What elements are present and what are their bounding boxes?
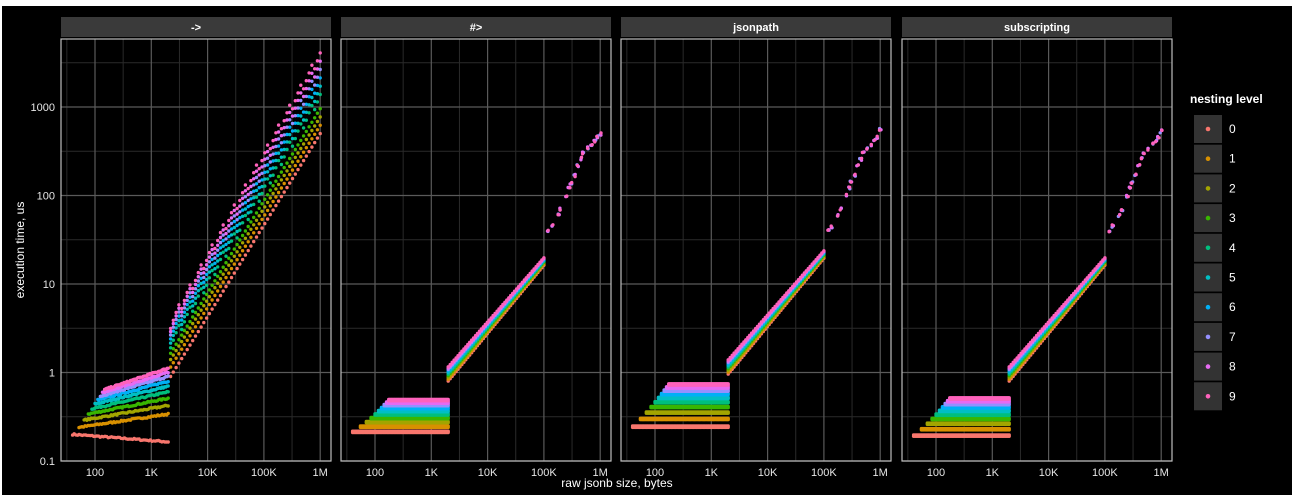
facet-panel: jsonpath 100 1K 10K 100K 1M xyxy=(620,17,892,479)
facet-panel: #> 100 1K 10K 100K 1M xyxy=(340,17,612,479)
legend-label: 0 xyxy=(1229,122,1236,136)
y-tick-label: 10 xyxy=(43,279,55,291)
legend-swatch-icon xyxy=(1205,304,1211,310)
facet-panel: -> 100 1K 10K 100K 1M xyxy=(60,17,332,479)
legend-label: 6 xyxy=(1229,300,1236,314)
legend: nesting level 0 1 2 3 4 5 6 7 8 9 xyxy=(1190,92,1263,411)
legend-swatch-icon xyxy=(1205,215,1211,221)
x-tick-label: 100K xyxy=(811,467,837,479)
x-tick-label: 100K xyxy=(531,467,557,479)
legend-item: 2 xyxy=(1194,174,1236,203)
legend-swatch-icon xyxy=(1205,364,1211,369)
legend-item: 6 xyxy=(1194,293,1236,322)
y-tick-label: 0.1 xyxy=(40,456,55,468)
x-tick-label: 1M xyxy=(873,467,888,479)
x-tick-label: 1M xyxy=(593,467,608,479)
x-tick-label: 1K xyxy=(425,467,439,479)
panel-border xyxy=(340,38,612,462)
legend-label: 5 xyxy=(1229,271,1236,285)
facet-label: subscripting xyxy=(1004,22,1070,34)
legend-swatch-icon xyxy=(1205,275,1211,280)
x-tick-label: 100K xyxy=(251,467,277,479)
y-tick-label: 100 xyxy=(37,191,55,203)
x-tick-label: 10K xyxy=(198,467,218,479)
faceted-scatter-plot: ->100 1K 10K 100K 1M#>100 1K 10K 100K 1Mjsonpath… xyxy=(13,17,1263,490)
legend-label: 7 xyxy=(1229,330,1236,344)
data-points xyxy=(911,128,1164,438)
y-tick-label: 1 xyxy=(49,368,55,380)
legend-item: 7 xyxy=(1194,322,1236,351)
legend-label: 3 xyxy=(1229,211,1236,225)
facet-strip xyxy=(902,17,1172,37)
panel-border xyxy=(60,38,332,462)
legend-swatch-icon xyxy=(1205,334,1211,340)
legend-item: 8 xyxy=(1194,352,1236,381)
legend-item: 9 xyxy=(1194,382,1236,411)
y-tick-label: 1000 xyxy=(31,102,55,114)
legend-item: 5 xyxy=(1194,263,1236,292)
facet-strip xyxy=(621,17,891,37)
facet-label: -> xyxy=(191,22,201,34)
x-axis-title: raw jsonb size, bytes xyxy=(561,476,672,490)
panel-border xyxy=(620,38,892,462)
facet-panel: subscripting 100 1K 10K 100K 1M xyxy=(901,17,1173,479)
legend-label: 1 xyxy=(1229,152,1236,166)
x-tick-label: 1K xyxy=(145,467,159,479)
y-axis-title: execution time, us xyxy=(13,202,27,299)
legend-item: 4 xyxy=(1194,233,1236,262)
legend-item: 0 xyxy=(1194,115,1236,143)
x-tick-label: 1K xyxy=(705,467,719,479)
legend-label: 8 xyxy=(1229,360,1236,374)
legend-swatch-icon xyxy=(1205,186,1211,191)
legend-label: 4 xyxy=(1229,241,1236,255)
x-tick-label: 100 xyxy=(86,467,104,479)
x-tick-label: 100K xyxy=(1092,467,1118,479)
chart-frame: -> 100 1K 10K 100K 1M #> 100 1K 10K 100K 1M jsonpath… xyxy=(2,6,1292,495)
legend-item: 3 xyxy=(1194,204,1236,233)
legend-swatch-icon xyxy=(1205,156,1211,161)
data-points xyxy=(70,51,322,444)
legend-label: 9 xyxy=(1229,389,1236,403)
facet-strip xyxy=(61,17,331,37)
x-tick-label: 100 xyxy=(927,467,945,479)
legend-swatch-icon xyxy=(1205,126,1211,132)
x-tick-label: 10K xyxy=(758,467,778,479)
legend-swatch-icon xyxy=(1205,394,1211,399)
facet-strip xyxy=(341,17,611,37)
x-tick-label: 1K xyxy=(986,467,1000,479)
x-tick-label: 10K xyxy=(1039,467,1059,479)
legend-swatch-icon xyxy=(1205,245,1211,251)
panel-border xyxy=(901,38,1173,462)
x-tick-label: 100 xyxy=(366,467,384,479)
legend-item: 1 xyxy=(1194,144,1236,173)
facet-label: #> xyxy=(470,22,483,34)
x-tick-label: 1M xyxy=(1154,467,1169,479)
x-tick-label: 100 xyxy=(646,467,664,479)
x-tick-label: 10K xyxy=(478,467,498,479)
data-points xyxy=(630,126,883,430)
legend-title: nesting level xyxy=(1190,92,1263,106)
data-points xyxy=(350,131,603,435)
facet-panels: ->100 1K 10K 100K 1M#>100 1K 10K 100K 1Mjsonpath… xyxy=(60,17,1173,479)
legend-items: 0 1 2 3 4 5 6 7 8 9 xyxy=(1194,115,1236,411)
y-axis: 0.1 1 10 100 1000 xyxy=(31,102,55,468)
legend-label: 2 xyxy=(1229,181,1236,195)
x-tick-label: 1M xyxy=(313,467,328,479)
facet-label: jsonpath xyxy=(732,22,779,34)
